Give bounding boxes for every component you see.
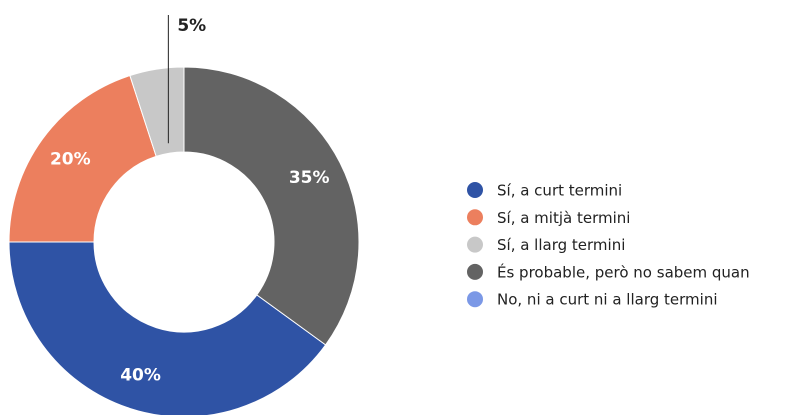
donut-segment <box>8 241 327 415</box>
legend-marker <box>467 291 483 308</box>
legend-marker <box>467 209 483 226</box>
legend-label: Sí, a llarg termini <box>497 236 625 254</box>
data-label: 20% <box>50 149 91 169</box>
legend-label: No, ni a curt ni a llarg termini <box>497 291 718 309</box>
data-label: 35% <box>289 168 330 188</box>
data-label: 40% <box>120 366 161 386</box>
legend-label: Sí, a mitjà termini <box>497 209 630 227</box>
legend-marker <box>467 236 483 253</box>
legend-label: És probable, però no sabem quan <box>497 262 750 281</box>
donut-segment <box>8 74 157 243</box>
legend-label: Sí, a curt termini <box>497 182 622 200</box>
legend-marker <box>467 182 483 198</box>
legend-marker <box>467 263 483 280</box>
data-label: 5% <box>177 16 206 36</box>
donut-segment <box>183 66 360 346</box>
